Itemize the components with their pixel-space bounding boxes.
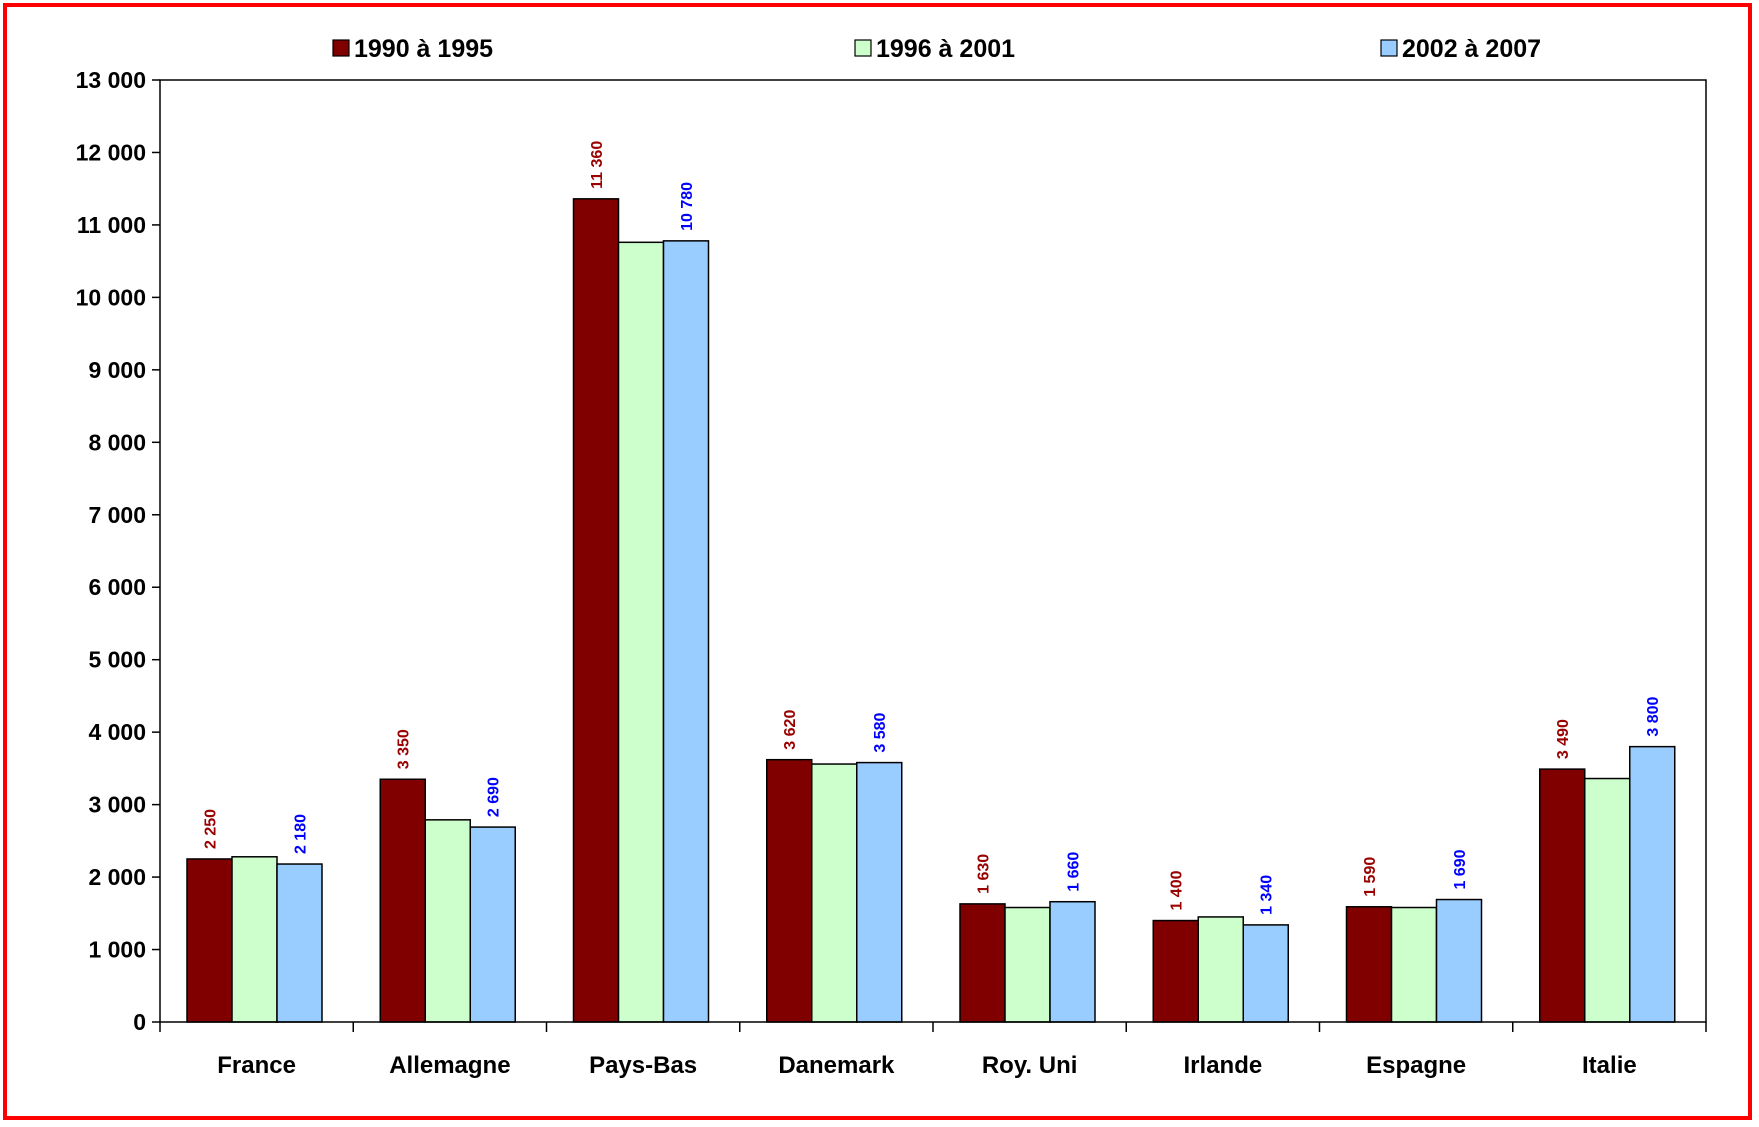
data-label: 3 490 xyxy=(1555,719,1572,759)
bar xyxy=(766,758,813,1023)
bar xyxy=(1242,924,1289,1023)
bar xyxy=(572,198,620,1023)
bar xyxy=(1197,916,1244,1023)
bar xyxy=(1435,898,1483,1023)
legend-label: 1996 à 2001 xyxy=(876,35,1015,63)
bar xyxy=(1584,777,1631,1023)
axes: 0 1 000 2 000 3 000 4 000 5 000 6 000 7 000 8 00… xyxy=(76,67,1707,1079)
legend-swatch xyxy=(332,39,350,57)
x-category-label: France xyxy=(217,1052,296,1079)
y-tick-label: 2 000 xyxy=(88,864,146,890)
legend-swatch xyxy=(1380,39,1398,57)
bar xyxy=(469,826,516,1023)
data-label: 3 800 xyxy=(1645,697,1662,737)
data-label: 2 250 xyxy=(203,809,220,849)
bar xyxy=(424,819,471,1023)
data-label: 3 620 xyxy=(782,710,799,750)
data-label: 1 660 xyxy=(1066,852,1083,892)
x-category-label: Espagne xyxy=(1366,1052,1466,1079)
data-label: 2 180 xyxy=(293,814,310,854)
y-tick-label: 0 xyxy=(133,1009,146,1035)
bar xyxy=(379,778,426,1023)
data-label: 1 400 xyxy=(1169,870,1186,910)
bar xyxy=(1152,919,1199,1023)
data-label: 1 690 xyxy=(1452,849,1469,889)
bar xyxy=(662,240,710,1023)
data-label: 3 350 xyxy=(396,729,413,769)
y-tick-label: 11 000 xyxy=(77,212,146,238)
data-label: 1 630 xyxy=(976,854,993,894)
bar xyxy=(1390,906,1438,1023)
x-category-label: Roy. Uni xyxy=(982,1052,1078,1079)
bar xyxy=(1345,906,1393,1023)
data-label: 1 590 xyxy=(1362,857,1379,897)
data-label: 3 580 xyxy=(872,712,889,752)
y-tick-label: 12 000 xyxy=(76,139,146,165)
x-category-label: Allemagne xyxy=(389,1052,510,1079)
bar xyxy=(231,856,278,1023)
y-tick-label: 3 000 xyxy=(88,792,146,818)
y-tick-label: 5 000 xyxy=(88,647,146,673)
data-label: 10 780 xyxy=(679,182,696,231)
y-tick-label: 7 000 xyxy=(88,502,146,528)
x-category-label: Italie xyxy=(1582,1052,1637,1079)
y-tick-label: 9 000 xyxy=(88,357,146,383)
legend-label: 2002 à 2007 xyxy=(1402,35,1541,63)
legend-label: 1990 à 1995 xyxy=(354,35,493,63)
y-tick-label: 1 000 xyxy=(88,937,146,963)
bar xyxy=(811,763,858,1023)
y-tick-label: 8 000 xyxy=(88,429,146,455)
y-tick-label: 13 000 xyxy=(76,67,146,93)
data-labels: 2 250 2 180 3 350 2 690 11 360 10 780 3 620 3 5… xyxy=(203,141,1663,915)
bar xyxy=(856,761,903,1023)
legend-swatch xyxy=(854,39,872,57)
x-category-label: Pays-Bas xyxy=(589,1052,697,1079)
bar xyxy=(1004,906,1051,1023)
data-label: 1 340 xyxy=(1259,875,1276,915)
bars xyxy=(186,198,1676,1023)
bar xyxy=(1049,900,1096,1023)
x-category-label: Irlande xyxy=(1184,1052,1263,1079)
y-tick-label: 6 000 xyxy=(88,574,146,600)
data-label: 11 360 xyxy=(589,141,606,189)
y-tick-label: 10 000 xyxy=(76,284,146,310)
y-tick-label: 4 000 xyxy=(88,719,146,745)
bar xyxy=(959,903,1006,1023)
bar xyxy=(276,863,323,1023)
bar xyxy=(1629,745,1676,1023)
legend: 1990 à 1995 1996 à 2001 2002 à 2007 xyxy=(332,35,1541,63)
data-label: 2 690 xyxy=(486,777,503,817)
bar xyxy=(1539,768,1586,1023)
x-category-label: Danemark xyxy=(778,1052,895,1079)
bar xyxy=(186,858,233,1023)
bar xyxy=(617,241,665,1023)
